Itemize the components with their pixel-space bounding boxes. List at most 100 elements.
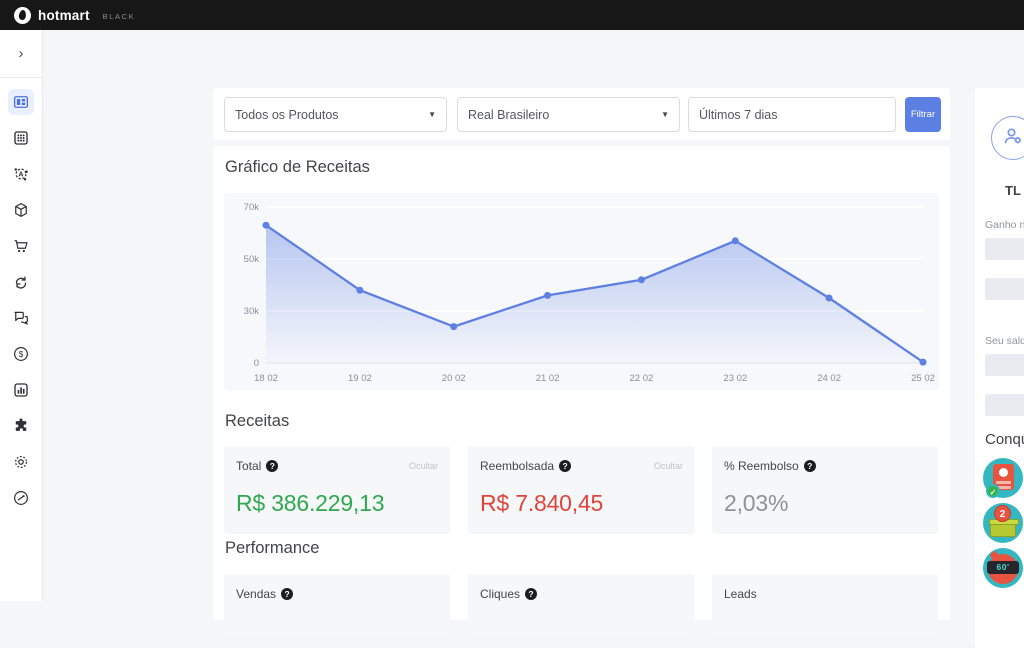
svg-text:0: 0	[254, 358, 259, 369]
achievement-badge-sales-level[interactable]: 2	[983, 503, 1023, 543]
sidebar-item-settings[interactable]	[8, 449, 34, 475]
stat-value-reembolsada: R$ 7.840,45	[480, 490, 604, 516]
perf-card-vendas: Vendas ?	[224, 574, 450, 634]
avatar[interactable]	[991, 116, 1024, 160]
chart-section-title: Gráfico de Receitas	[225, 158, 370, 176]
sidebar: › A $	[0, 30, 43, 601]
balance-label: Seu sald	[985, 335, 1024, 347]
revenue-chart: 70k 50k 30k 0 18 02 19 02 20 02 21 02 22 02 23 02…	[224, 193, 939, 390]
svg-text:24 02: 24 02	[817, 373, 841, 384]
chat-bubbles-icon	[12, 309, 30, 327]
hotmart-logo[interactable]: hotmart BLACK	[14, 6, 136, 24]
dashboard-icon	[12, 93, 30, 111]
sidebar-item-extensions[interactable]	[8, 413, 34, 439]
stat-value-percent: 2,03%	[724, 490, 789, 516]
hidden-value-bar	[985, 394, 1024, 416]
svg-text:25 02: 25 02	[911, 373, 935, 384]
sidebar-item-help[interactable]	[8, 485, 34, 511]
hide-link[interactable]: Ocultar	[408, 461, 438, 471]
stat-label: Cliques	[480, 587, 521, 601]
currency-filter-dropdown[interactable]: Real Brasileiro ▼	[457, 97, 680, 132]
main-content: Gráfico de Receitas 70k 50k 30k 0 18 02 19 02…	[213, 146, 950, 634]
product-filter-dropdown[interactable]: Todos os Produtos ▼	[224, 97, 447, 132]
hidden-value-bar	[985, 238, 1024, 260]
hidden-value-bar	[985, 278, 1024, 300]
gain-label: Ganho n	[985, 219, 1024, 231]
product-cube-icon	[12, 201, 30, 219]
product-filter-value: Todos os Produtos	[235, 107, 339, 122]
receitas-section-title: Receitas	[225, 412, 290, 430]
perf-card-cliques: Cliques ?	[468, 574, 695, 634]
id-card-icon	[993, 464, 1014, 490]
cart-icon	[12, 237, 30, 255]
svg-text:$: $	[19, 350, 24, 359]
puzzle-icon	[12, 417, 30, 435]
achievements-title: Conqu	[985, 431, 1024, 448]
chevron-down-icon: ▼	[661, 110, 669, 119]
brand-name: hotmart	[38, 7, 90, 23]
svg-text:22 02: 22 02	[630, 373, 654, 384]
stat-label: % Reembolso	[724, 459, 799, 473]
achievement-badge-60-minutes[interactable]: 60'	[983, 548, 1023, 588]
help-icon[interactable]: ?	[559, 460, 572, 472]
affiliates-network-icon: A	[12, 165, 30, 183]
sidebar-item-apps[interactable]	[8, 125, 34, 151]
user-gear-icon	[1001, 124, 1024, 153]
performance-section-title: Performance	[225, 539, 320, 557]
brand-suffix: BLACK	[102, 12, 136, 21]
help-icon[interactable]: ?	[525, 588, 538, 600]
svg-text:70k: 70k	[244, 202, 260, 213]
help-icon[interactable]: ?	[803, 460, 816, 472]
help-icon[interactable]: ?	[266, 460, 279, 472]
timer-display: 60'	[987, 561, 1019, 574]
dollar-circle-icon: $	[12, 345, 30, 363]
svg-text:A: A	[18, 171, 23, 179]
refresh-arrows-icon	[12, 273, 30, 291]
sidebar-item-dashboard[interactable]	[8, 89, 34, 115]
apps-grid-icon	[12, 129, 30, 147]
svg-text:20 02: 20 02	[442, 373, 466, 384]
date-range-input[interactable]: Últimos 7 dias	[688, 97, 896, 132]
stat-card-reembolsada: Reembolsada ? Ocultar R$ 7.840,45	[468, 446, 695, 534]
stat-label: Leads	[724, 587, 757, 601]
stat-card-percent-reembolso: % Reembolso ? 2,03%	[712, 446, 938, 534]
hidden-value-bar	[985, 354, 1024, 376]
sidebar-item-reports[interactable]	[8, 377, 34, 403]
sidebar-item-chat[interactable]	[8, 305, 34, 331]
level-count: 2	[994, 505, 1011, 522]
stat-value-total: R$ 386.229,13	[236, 490, 385, 516]
chevron-down-icon: ▼	[428, 110, 436, 119]
svg-text:23 02: 23 02	[723, 373, 747, 384]
bar-chart-icon	[12, 381, 30, 399]
hide-link[interactable]: Ocultar	[653, 461, 683, 471]
stat-label: Reembolsada	[480, 459, 555, 473]
user-name: TL	[1005, 183, 1024, 198]
stat-label: Vendas	[236, 587, 277, 601]
perf-card-leads: Leads	[712, 574, 938, 634]
svg-text:18 02: 18 02	[254, 373, 278, 384]
sidebar-item-sales[interactable]	[8, 233, 34, 259]
chevron-right-icon: ›	[18, 45, 24, 62]
stat-card-total: Total ? Ocultar R$ 386.229,13	[224, 446, 450, 534]
svg-text:19 02: 19 02	[348, 373, 372, 384]
money-stack-icon	[989, 519, 1019, 537]
stat-label: Total	[236, 459, 262, 473]
filter-button[interactable]: Filtrar	[905, 97, 941, 132]
svg-text:21 02: 21 02	[536, 373, 560, 384]
sidebar-item-financial[interactable]: $	[8, 341, 34, 367]
sidebar-item-products[interactable]	[8, 197, 34, 223]
date-range-value: Últimos 7 dias	[699, 107, 778, 122]
currency-filter-value: Real Brasileiro	[468, 107, 550, 122]
profile-panel: TL Ganho n Seu sald Conqu ✓ 2 60'	[975, 88, 1024, 648]
hotmart-flame-icon	[14, 6, 31, 24]
achievement-badge-profile[interactable]: ✓	[983, 458, 1023, 498]
gear-icon	[12, 453, 30, 471]
help-icon[interactable]: ?	[281, 588, 294, 600]
sidebar-expand-button[interactable]: ›	[0, 30, 42, 78]
svg-text:50k: 50k	[244, 254, 260, 265]
svg-text:30k: 30k	[244, 306, 260, 317]
sidebar-item-affiliates[interactable]: A	[8, 161, 34, 187]
top-bar: hotmart BLACK	[0, 0, 1024, 30]
sidebar-item-subscriptions[interactable]	[8, 269, 34, 295]
filter-bar: Todos os Produtos ▼ Real Brasileiro ▼ Úl…	[213, 88, 950, 140]
